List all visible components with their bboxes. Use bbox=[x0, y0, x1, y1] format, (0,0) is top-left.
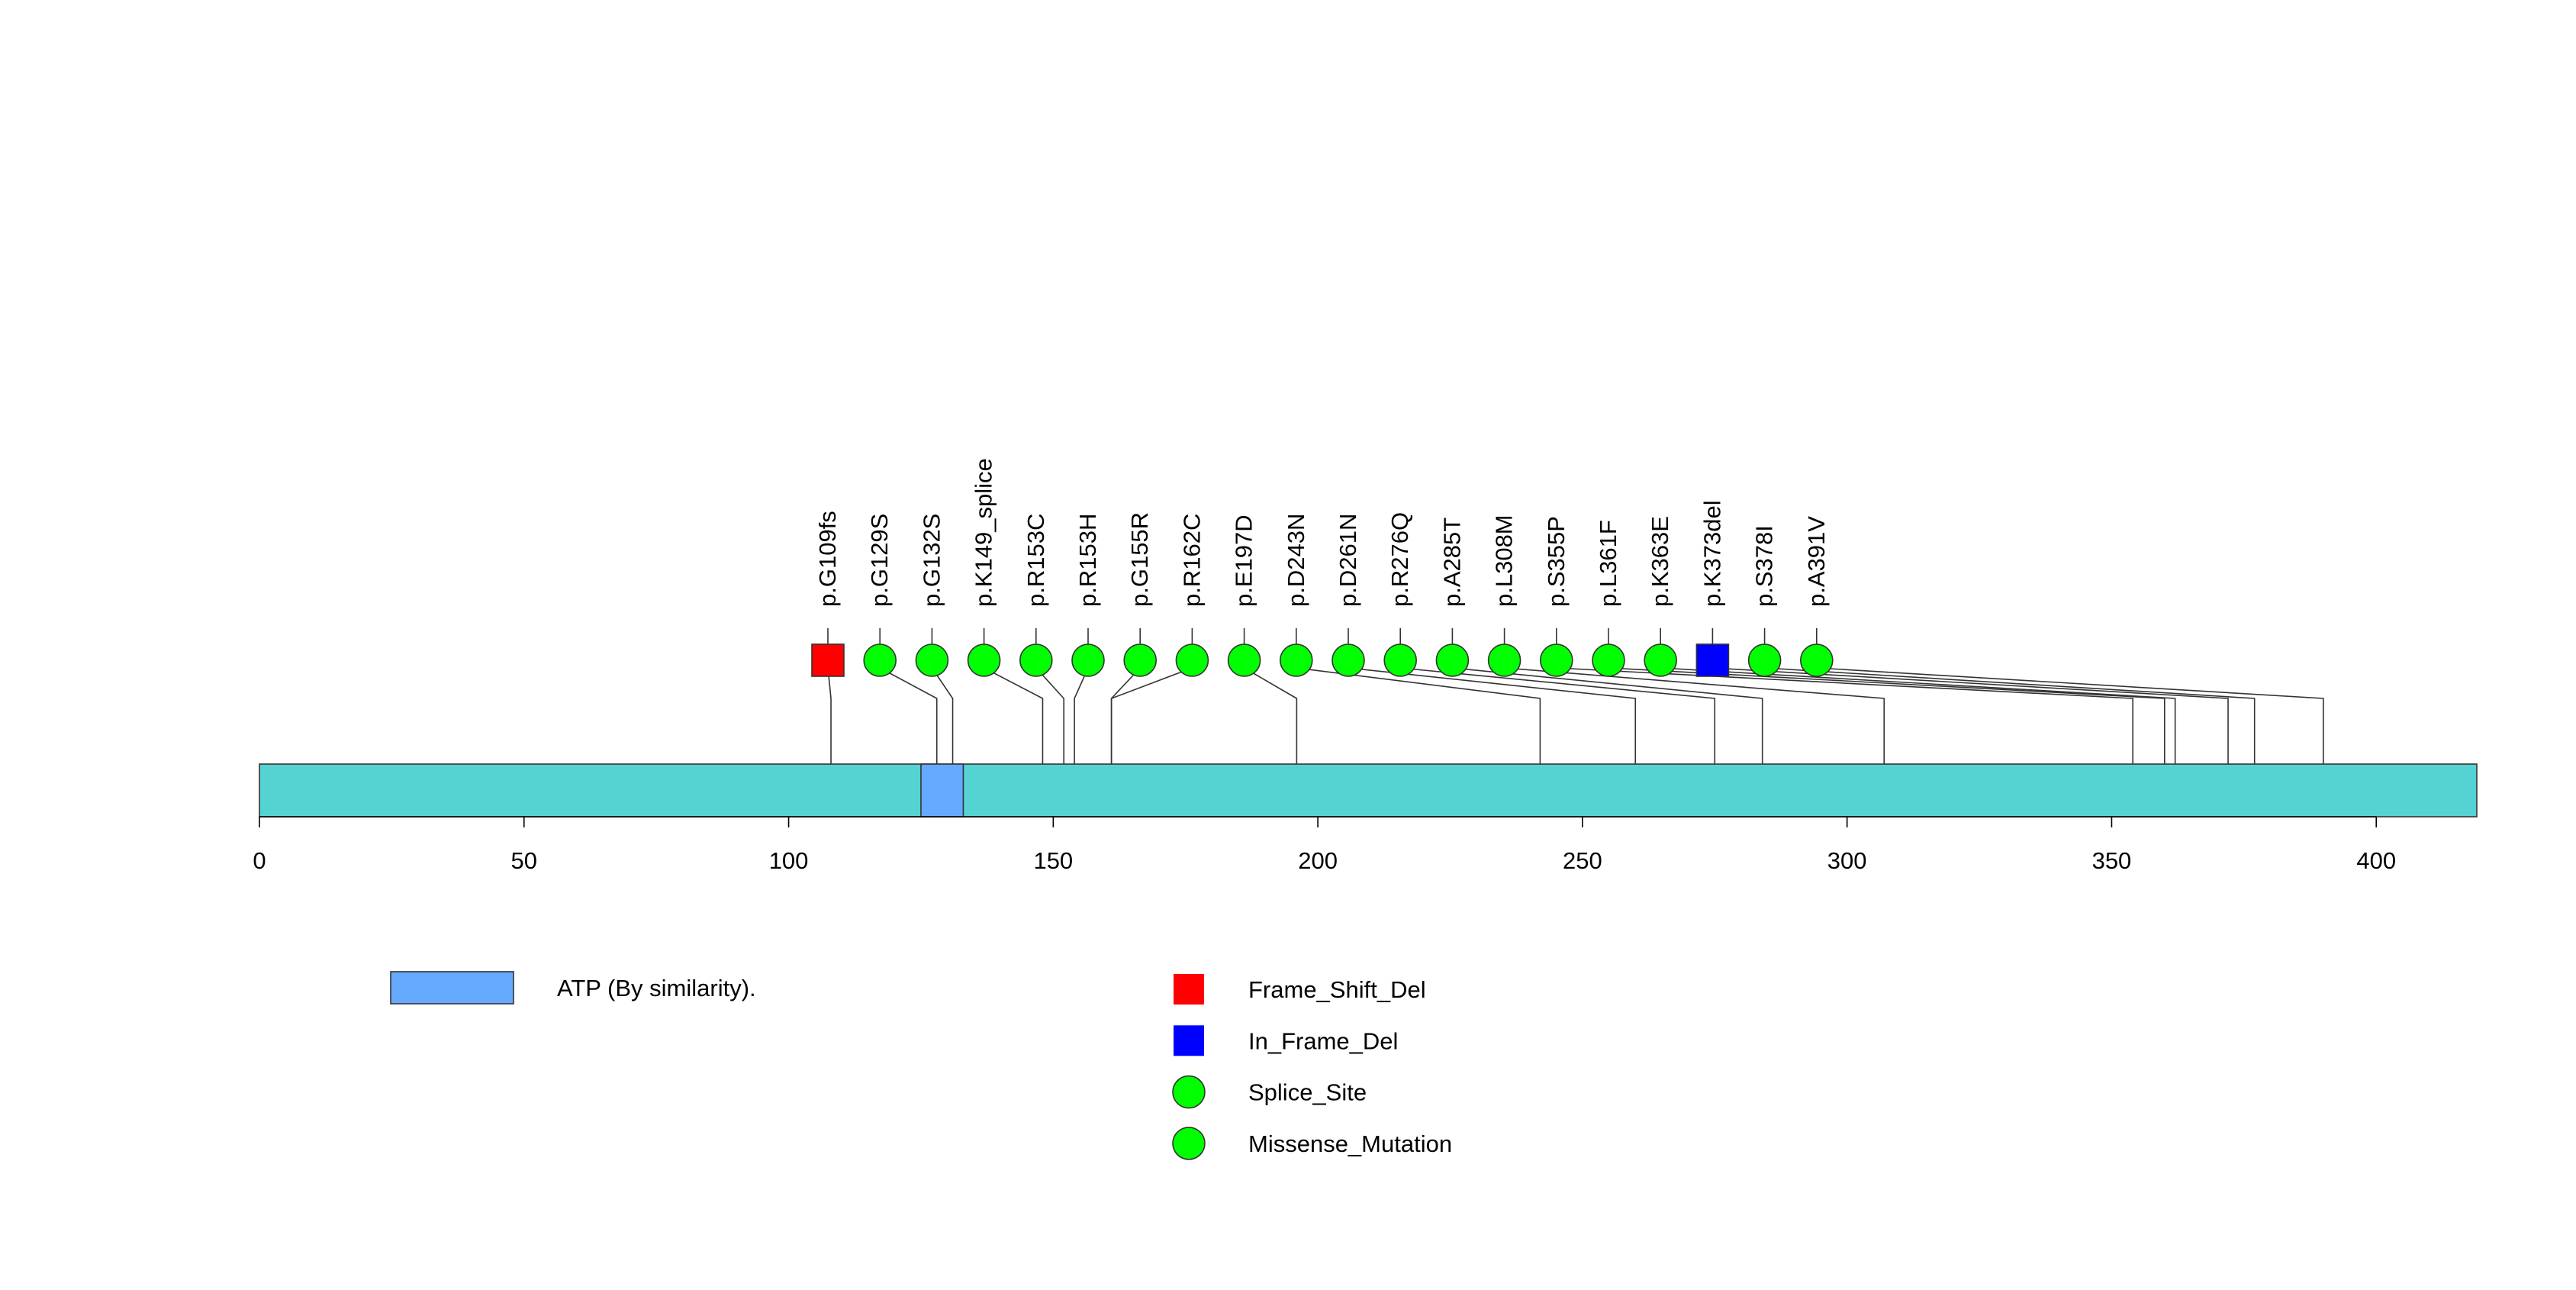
marker-p-g132s bbox=[915, 643, 949, 677]
x-tick-label-300: 300 bbox=[1827, 847, 1867, 874]
marker-p-k363e bbox=[1644, 643, 1677, 677]
domain-atp-by-similarity bbox=[920, 763, 964, 818]
x-tick-label-50: 50 bbox=[511, 847, 537, 874]
marker-p-r153h bbox=[1071, 643, 1105, 677]
mutation-label-p-s355p: p.S355P bbox=[1543, 516, 1570, 607]
legend-swatch-splice-site bbox=[1172, 1075, 1206, 1109]
marker-p-d261n bbox=[1331, 643, 1365, 677]
mutation-labels-layer: p.G109fs p.G129S p.G132S p.K149_splice p.R15… bbox=[814, 458, 1830, 607]
x-tick-label-250: 250 bbox=[1563, 847, 1602, 874]
mutation-label-p-a391v: p.A391V bbox=[1803, 516, 1830, 607]
x-tick-label-150: 150 bbox=[1033, 847, 1073, 874]
mutation-label-p-g109fs: p.G109fs bbox=[814, 511, 841, 607]
mutation-label-p-l308m: p.L308M bbox=[1491, 514, 1518, 607]
x-tick-label-100: 100 bbox=[769, 847, 809, 874]
legend-label-frame-shift-del: Frame_Shift_Del bbox=[1248, 976, 1426, 1003]
mutation-label-p-e197d: p.E197D bbox=[1231, 514, 1257, 607]
marker-p-g155r bbox=[1123, 643, 1157, 677]
mutation-label-p-k363e: p.K363E bbox=[1647, 516, 1673, 607]
legend-label-missense-mutation: Missense_Mutation bbox=[1248, 1130, 1452, 1157]
stem-p-r162c bbox=[1110, 660, 1193, 764]
legend: ATP (By similarity). Frame_Shift_Del In_Fr… bbox=[390, 971, 1452, 1160]
marker-p-a391v bbox=[1800, 643, 1834, 677]
marker-p-d243n bbox=[1280, 643, 1313, 677]
mutation-markers-layer bbox=[811, 643, 1834, 677]
mutation-label-p-r153h: p.R153H bbox=[1074, 514, 1101, 607]
marker-p-r162c bbox=[1175, 643, 1209, 677]
mutation-label-p-r276q: p.R276Q bbox=[1386, 512, 1413, 607]
marker-p-a285t bbox=[1435, 643, 1470, 677]
marker-p-k149-splice bbox=[967, 643, 1001, 677]
stem-p-d261n bbox=[1348, 660, 1637, 764]
marker-p-s355p bbox=[1540, 643, 1573, 677]
mutation-label-p-g132s: p.G132S bbox=[918, 514, 945, 607]
marker-p-s378i bbox=[1747, 643, 1782, 677]
mutation-label-p-g129s: p.G129S bbox=[866, 514, 893, 607]
mutation-label-p-r153c: p.R153C bbox=[1022, 514, 1049, 607]
legend-label-atp-by-similarity: ATP (By similarity). bbox=[557, 975, 756, 1001]
x-tick-label-0: 0 bbox=[253, 847, 266, 874]
x-tick-label-350: 350 bbox=[2092, 847, 2132, 874]
x-tick-label-200: 200 bbox=[1298, 847, 1338, 874]
mutation-label-p-a285t: p.A285T bbox=[1438, 518, 1465, 607]
legend-swatch-in-frame-del bbox=[1174, 1025, 1204, 1056]
marker-p-l308m bbox=[1487, 643, 1521, 677]
marker-p-g129s bbox=[863, 643, 897, 677]
stems-layer bbox=[827, 628, 2324, 764]
x-tick-label-400: 400 bbox=[2356, 847, 2396, 874]
marker-p-e197d bbox=[1227, 643, 1261, 677]
legend-label-splice-site: Splice_Site bbox=[1248, 1079, 1367, 1106]
mutation-label-p-l361f: p.L361F bbox=[1595, 520, 1621, 607]
legend-label-in-frame-del: In_Frame_Del bbox=[1248, 1027, 1398, 1054]
mutation-label-p-g155r: p.G155R bbox=[1126, 512, 1153, 607]
mutation-label-p-k149-splice: p.K149_splice bbox=[971, 458, 997, 607]
mutation-label-p-d261n: p.D261N bbox=[1335, 514, 1361, 607]
marker-p-r153c bbox=[1019, 643, 1053, 677]
mutation-label-p-k373del: p.K373del bbox=[1699, 500, 1725, 607]
protein-backbone-layer bbox=[259, 763, 2478, 818]
x-axis: 0 50 100 150 200 250 300 350 400 bbox=[253, 816, 2396, 874]
mutation-label-p-s378i: p.S378I bbox=[1751, 525, 1778, 607]
stem-p-k363e bbox=[1660, 660, 2176, 764]
marker-p-g109fs bbox=[811, 643, 845, 677]
marker-p-k373del bbox=[1695, 643, 1730, 677]
legend-swatch-atp-by-similarity bbox=[390, 971, 514, 1005]
legend-swatch-missense-mutation bbox=[1172, 1127, 1206, 1160]
stem-p-e197d bbox=[1243, 660, 1298, 764]
mutation-label-p-d243n: p.D243N bbox=[1283, 514, 1309, 607]
marker-p-l361f bbox=[1592, 643, 1625, 677]
mutation-label-p-r162c: p.R162C bbox=[1178, 514, 1205, 607]
marker-p-r276q bbox=[1383, 643, 1417, 677]
protein-backbone bbox=[259, 763, 2478, 818]
legend-swatch-frame-shift-del bbox=[1174, 974, 1204, 1005]
